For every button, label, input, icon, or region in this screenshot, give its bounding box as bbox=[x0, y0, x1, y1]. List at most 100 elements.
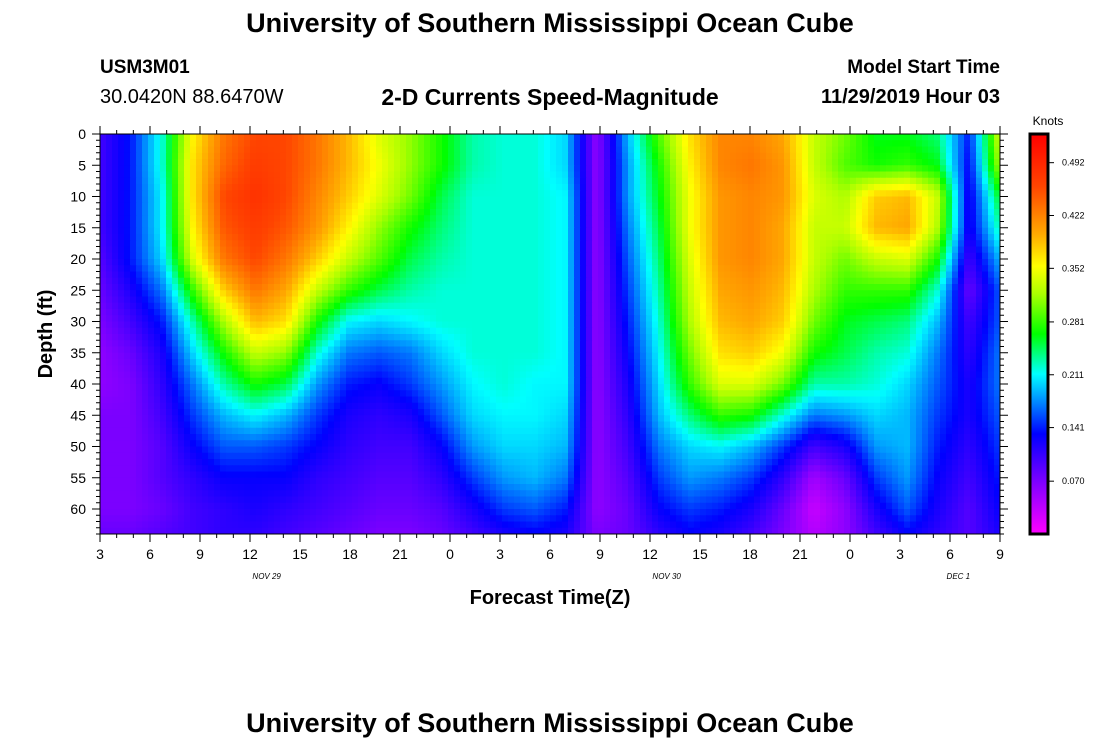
heatmap-cell bbox=[796, 246, 803, 254]
heatmap-cell bbox=[874, 184, 881, 191]
heatmap-cell bbox=[880, 259, 887, 266]
heatmap-cell bbox=[172, 296, 179, 304]
heatmap-cell bbox=[268, 321, 275, 329]
heatmap-cell bbox=[106, 184, 113, 191]
heatmap-cell bbox=[856, 190, 863, 198]
heatmap-cell bbox=[280, 202, 287, 210]
heatmap-cell bbox=[526, 221, 533, 229]
heatmap-cell bbox=[340, 202, 347, 210]
heatmap-cell bbox=[778, 271, 785, 279]
heatmap-cell bbox=[676, 321, 683, 329]
heatmap-cell bbox=[100, 190, 107, 198]
heatmap-cell bbox=[796, 234, 803, 241]
heatmap-cell bbox=[430, 165, 437, 173]
heatmap-cell bbox=[352, 277, 359, 285]
heatmap-cell bbox=[460, 265, 467, 273]
heatmap-cell bbox=[286, 334, 293, 341]
heatmap-cell bbox=[730, 321, 737, 329]
heatmap-cell bbox=[892, 315, 899, 323]
heatmap-cell bbox=[442, 296, 449, 304]
heatmap-cell bbox=[958, 284, 965, 291]
heatmap-cell bbox=[436, 234, 443, 241]
heatmap-cell bbox=[190, 152, 197, 160]
heatmap-cell bbox=[934, 265, 941, 273]
heatmap-cell bbox=[892, 321, 899, 329]
heatmap-cell bbox=[814, 159, 821, 166]
heatmap-cell bbox=[652, 227, 659, 235]
heatmap-cell bbox=[688, 290, 695, 298]
heatmap-cell bbox=[904, 134, 911, 141]
heatmap-cell bbox=[808, 209, 815, 216]
heatmap-cell bbox=[154, 196, 161, 204]
heatmap-cell bbox=[148, 209, 155, 216]
heatmap-cell bbox=[556, 184, 563, 191]
heatmap-cell bbox=[226, 309, 233, 316]
heatmap-cell bbox=[694, 234, 701, 241]
heatmap-cell bbox=[280, 240, 287, 248]
heatmap-cell bbox=[712, 227, 719, 235]
heatmap-cell bbox=[526, 146, 533, 154]
heatmap-cell bbox=[208, 227, 215, 235]
heatmap-cell bbox=[628, 234, 635, 241]
heatmap-cell bbox=[976, 209, 983, 216]
heatmap-cell bbox=[916, 202, 923, 210]
heatmap-cell bbox=[802, 315, 809, 323]
heatmap-cell bbox=[286, 302, 293, 310]
heatmap-cell bbox=[268, 159, 275, 166]
heatmap-cell bbox=[784, 302, 791, 310]
heatmap-cell bbox=[826, 177, 833, 185]
heatmap-cell bbox=[316, 221, 323, 229]
heatmap-cell bbox=[556, 309, 563, 316]
heatmap-cell bbox=[910, 327, 917, 335]
heatmap-cell bbox=[478, 265, 485, 273]
heatmap-cell bbox=[856, 296, 863, 304]
heatmap-cell bbox=[538, 327, 545, 335]
heatmap-cell bbox=[574, 177, 581, 185]
heatmap-cell bbox=[676, 196, 683, 204]
heatmap-cell bbox=[448, 215, 455, 223]
heatmap-cell bbox=[904, 209, 911, 216]
heatmap-cell bbox=[808, 246, 815, 254]
heatmap-cell bbox=[694, 271, 701, 279]
heatmap-cell bbox=[856, 259, 863, 266]
heatmap-cell bbox=[832, 284, 839, 291]
heatmap-cell bbox=[556, 290, 563, 298]
heatmap-cell bbox=[568, 265, 575, 273]
heatmap-cell bbox=[490, 265, 497, 273]
heatmap-cell bbox=[100, 215, 107, 223]
heatmap-cell bbox=[778, 234, 785, 241]
heatmap-cell bbox=[898, 302, 905, 310]
heatmap-cell bbox=[664, 271, 671, 279]
heatmap-cell bbox=[298, 252, 305, 260]
heatmap-cell bbox=[190, 165, 197, 173]
heatmap-cell bbox=[514, 196, 521, 204]
heatmap-cell bbox=[352, 165, 359, 173]
heatmap-cell bbox=[166, 159, 173, 166]
heatmap-cell bbox=[556, 177, 563, 185]
heatmap-cell bbox=[592, 252, 599, 260]
heatmap-cell bbox=[952, 209, 959, 216]
heatmap-cell bbox=[412, 202, 419, 210]
heatmap-cell bbox=[622, 146, 629, 154]
heatmap-cell bbox=[850, 159, 857, 166]
heatmap-cell bbox=[988, 259, 995, 266]
heatmap-cell bbox=[106, 334, 113, 341]
heatmap-cell bbox=[448, 315, 455, 323]
heatmap-cell bbox=[742, 265, 749, 273]
heatmap-cell bbox=[820, 140, 827, 148]
heatmap-cell bbox=[808, 309, 815, 316]
heatmap-cell bbox=[784, 177, 791, 185]
heatmap-cell bbox=[742, 315, 749, 323]
heatmap-cell bbox=[160, 184, 167, 191]
heatmap-cell bbox=[142, 134, 149, 141]
heatmap-cell bbox=[316, 171, 323, 179]
heatmap-cell bbox=[868, 334, 875, 341]
heatmap-cell bbox=[466, 321, 473, 329]
heatmap-cell bbox=[802, 246, 809, 254]
heatmap-cell bbox=[118, 277, 125, 285]
heatmap-cell bbox=[220, 215, 227, 223]
heatmap-cell bbox=[706, 215, 713, 223]
heatmap-cell bbox=[988, 296, 995, 304]
heatmap-cell bbox=[334, 196, 341, 204]
heatmap-cell bbox=[526, 202, 533, 210]
